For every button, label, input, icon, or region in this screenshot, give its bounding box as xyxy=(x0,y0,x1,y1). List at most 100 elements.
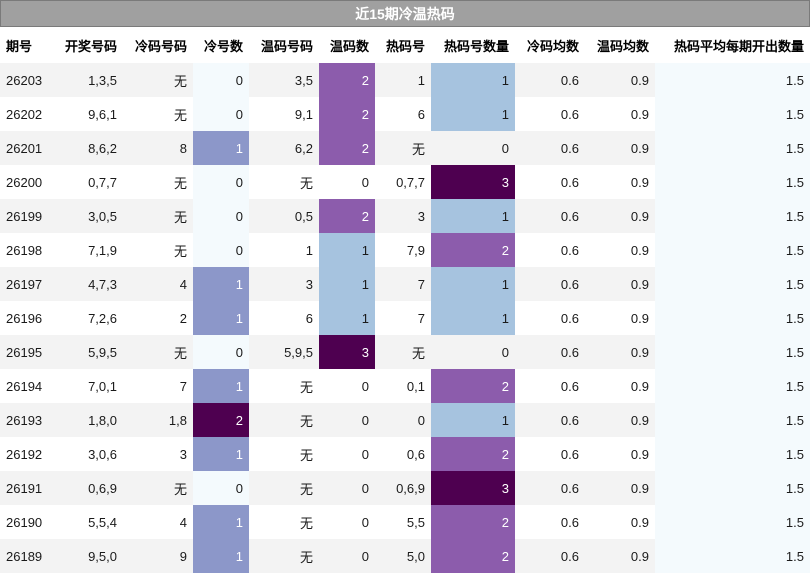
col-warm-count-cell: 3 xyxy=(319,335,375,369)
col-draw-numbers-cell: 0,7,7 xyxy=(54,165,123,199)
col-warm-numbers-cell: 1 xyxy=(249,233,319,267)
col-hot-numbers-cell: 7 xyxy=(375,267,431,301)
table-row: 26195 5,9,5 无 0 5,9,5 3 无 0 0.6 0.9 1.5 xyxy=(0,335,810,369)
col-period-cell: 26198 xyxy=(0,233,54,267)
col-hot-numbers-cell: 0,6 xyxy=(375,437,431,471)
col-warm-count-cell: 1 xyxy=(319,267,375,301)
col-hot-count-cell: 2 xyxy=(431,233,515,267)
table-row: 26203 1,3,5 无 0 3,5 2 1 1 0.6 0.9 1.5 xyxy=(0,63,810,97)
col-cold-avg-cell: 0.6 xyxy=(515,233,585,267)
col-hot-count-cell: 2 xyxy=(431,539,515,573)
table-row: 26189 9,5,0 9 1 无 0 5,0 2 0.6 0.9 1.5 xyxy=(0,539,810,573)
col-cold-numbers-cell: 无 xyxy=(123,63,193,97)
col-draw-numbers-header: 开奖号码 xyxy=(54,27,123,63)
table-row: 26202 9,6,1 无 0 9,1 2 6 1 0.6 0.9 1.5 xyxy=(0,97,810,131)
col-period-cell: 26189 xyxy=(0,539,54,573)
col-cold-numbers-cell: 无 xyxy=(123,97,193,131)
col-cold-count-cell: 2 xyxy=(193,403,249,437)
col-draw-numbers-cell: 7,0,1 xyxy=(54,369,123,403)
col-warm-numbers-cell: 5,9,5 xyxy=(249,335,319,369)
col-cold-count-cell: 1 xyxy=(193,131,249,165)
col-cold-avg-cell: 0.6 xyxy=(515,199,585,233)
col-cold-count-header: 冷号数 xyxy=(193,27,249,63)
col-hot-count-cell: 3 xyxy=(431,165,515,199)
col-cold-avg-cell: 0.6 xyxy=(515,63,585,97)
col-cold-count-cell: 1 xyxy=(193,437,249,471)
col-cold-count-cell: 1 xyxy=(193,505,249,539)
col-warm-avg-cell: 0.9 xyxy=(585,97,655,131)
col-hot-avg-cell: 1.5 xyxy=(655,165,810,199)
col-hot-count-cell: 2 xyxy=(431,505,515,539)
col-warm-avg-cell: 0.9 xyxy=(585,369,655,403)
col-hot-count-cell: 2 xyxy=(431,369,515,403)
col-warm-numbers-cell: 0,5 xyxy=(249,199,319,233)
col-hot-count-cell: 2 xyxy=(431,437,515,471)
col-warm-avg-cell: 0.9 xyxy=(585,63,655,97)
col-cold-numbers-cell: 无 xyxy=(123,165,193,199)
col-cold-count-cell: 0 xyxy=(193,335,249,369)
col-cold-count-cell: 0 xyxy=(193,199,249,233)
col-hot-avg-cell: 1.5 xyxy=(655,335,810,369)
col-cold-numbers-cell: 无 xyxy=(123,233,193,267)
col-warm-numbers-cell: 无 xyxy=(249,369,319,403)
table-row: 26199 3,0,5 无 0 0,5 2 3 1 0.6 0.9 1.5 xyxy=(0,199,810,233)
col-cold-avg-cell: 0.6 xyxy=(515,437,585,471)
col-hot-count-cell: 1 xyxy=(431,63,515,97)
col-cold-avg-cell: 0.6 xyxy=(515,97,585,131)
col-draw-numbers-cell: 8,6,2 xyxy=(54,131,123,165)
col-warm-avg-cell: 0.9 xyxy=(585,199,655,233)
col-hot-count-cell: 1 xyxy=(431,199,515,233)
col-warm-avg-cell: 0.9 xyxy=(585,505,655,539)
col-period-cell: 26197 xyxy=(0,267,54,301)
col-hot-numbers-cell: 0,6,9 xyxy=(375,471,431,505)
col-hot-count-cell: 1 xyxy=(431,301,515,335)
col-cold-count-cell: 1 xyxy=(193,369,249,403)
col-warm-numbers-cell: 无 xyxy=(249,539,319,573)
col-cold-avg-cell: 0.6 xyxy=(515,267,585,301)
col-warm-numbers-cell: 6 xyxy=(249,301,319,335)
col-warm-count-cell: 0 xyxy=(319,437,375,471)
col-period-cell: 26190 xyxy=(0,505,54,539)
col-cold-count-cell: 1 xyxy=(193,301,249,335)
col-cold-count-cell: 0 xyxy=(193,233,249,267)
col-draw-numbers-cell: 5,9,5 xyxy=(54,335,123,369)
col-cold-count-cell: 0 xyxy=(193,97,249,131)
col-cold-count-cell: 1 xyxy=(193,267,249,301)
col-cold-avg-cell: 0.6 xyxy=(515,165,585,199)
col-warm-numbers-cell: 无 xyxy=(249,403,319,437)
col-warm-count-cell: 2 xyxy=(319,97,375,131)
col-cold-count-cell: 1 xyxy=(193,539,249,573)
col-period-header: 期号 xyxy=(0,27,54,63)
col-draw-numbers-cell: 7,1,9 xyxy=(54,233,123,267)
col-cold-numbers-cell: 2 xyxy=(123,301,193,335)
col-cold-numbers-cell: 9 xyxy=(123,539,193,573)
col-period-cell: 26199 xyxy=(0,199,54,233)
col-warm-numbers-cell: 3 xyxy=(249,267,319,301)
col-hot-avg-cell: 1.5 xyxy=(655,403,810,437)
col-cold-numbers-cell: 无 xyxy=(123,471,193,505)
col-hot-numbers-cell: 5,0 xyxy=(375,539,431,573)
col-warm-avg-cell: 0.9 xyxy=(585,471,655,505)
col-cold-avg-cell: 0.6 xyxy=(515,335,585,369)
col-hot-count-header: 热码号数量 xyxy=(431,27,515,63)
col-warm-count-cell: 2 xyxy=(319,63,375,97)
col-warm-count-cell: 0 xyxy=(319,471,375,505)
col-cold-numbers-cell: 无 xyxy=(123,199,193,233)
col-hot-avg-cell: 1.5 xyxy=(655,63,810,97)
col-warm-avg-cell: 0.9 xyxy=(585,233,655,267)
col-warm-numbers-header: 温码号码 xyxy=(249,27,319,63)
col-draw-numbers-cell: 9,6,1 xyxy=(54,97,123,131)
col-period-cell: 26200 xyxy=(0,165,54,199)
col-warm-avg-cell: 0.9 xyxy=(585,539,655,573)
col-warm-numbers-cell: 无 xyxy=(249,437,319,471)
col-hot-avg-cell: 1.5 xyxy=(655,267,810,301)
col-hot-avg-cell: 1.5 xyxy=(655,97,810,131)
col-hot-avg-cell: 1.5 xyxy=(655,131,810,165)
col-hot-numbers-cell: 3 xyxy=(375,199,431,233)
col-hot-avg-header: 热码平均每期开出数量 xyxy=(655,27,810,63)
col-warm-count-cell: 2 xyxy=(319,199,375,233)
table-row: 26192 3,0,6 3 1 无 0 0,6 2 0.6 0.9 1.5 xyxy=(0,437,810,471)
col-hot-numbers-header: 热码号 xyxy=(375,27,431,63)
col-cold-count-cell: 0 xyxy=(193,63,249,97)
col-draw-numbers-cell: 3,0,5 xyxy=(54,199,123,233)
